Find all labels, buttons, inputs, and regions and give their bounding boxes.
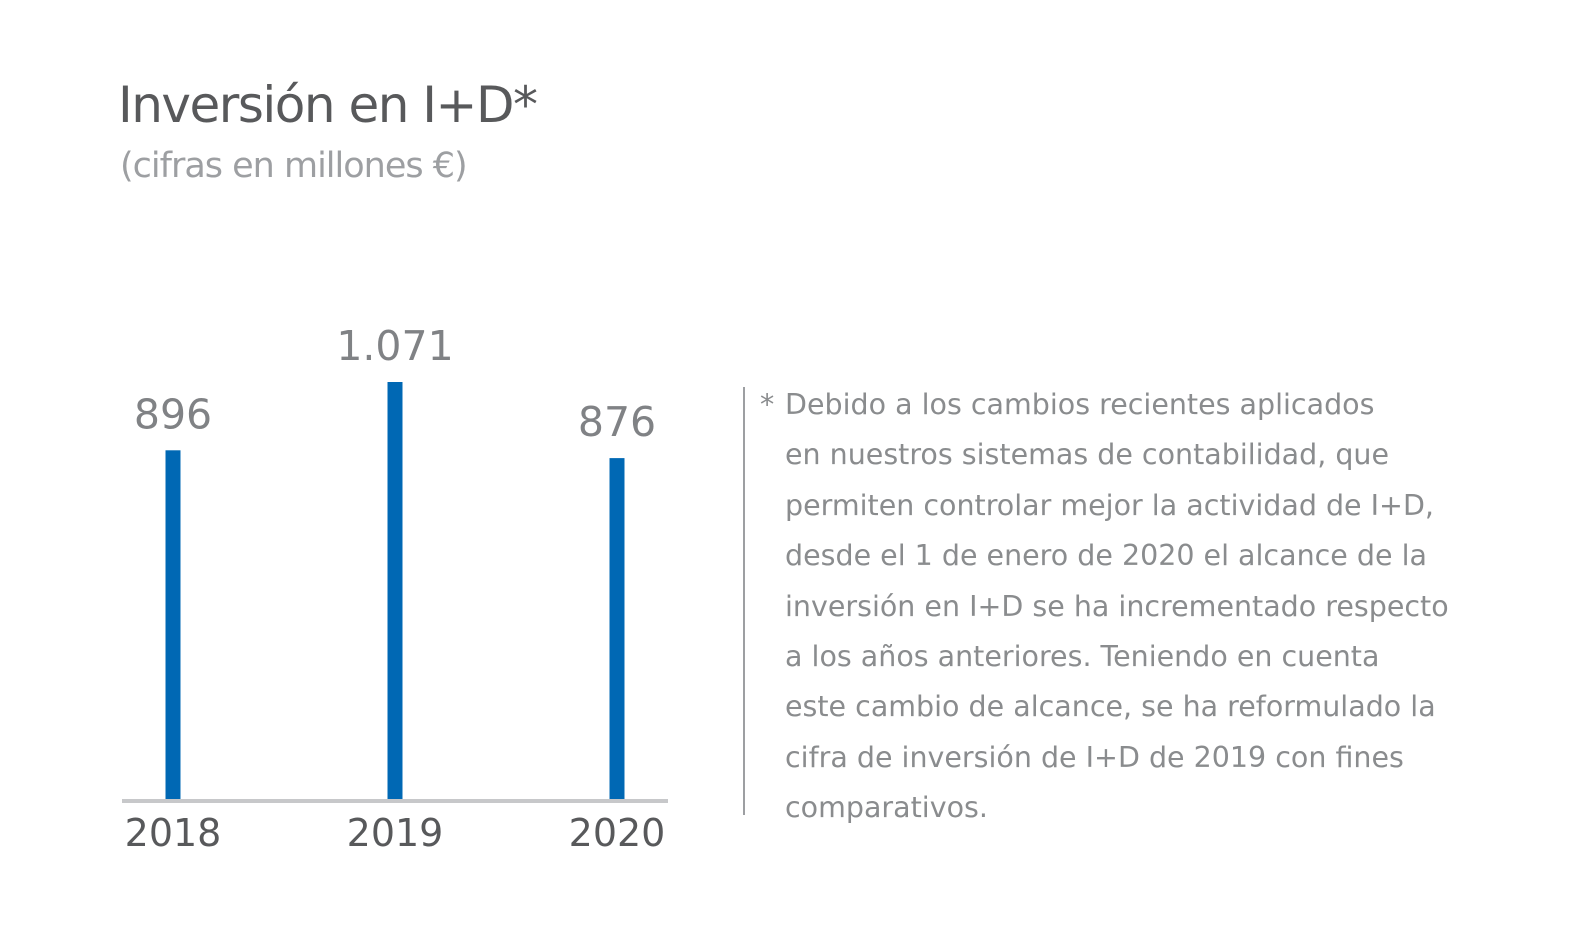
value-label: 1.071 — [336, 322, 453, 370]
category-label: 2019 — [347, 811, 444, 855]
footnote-divider — [743, 387, 745, 815]
chart-subtitle: (cifras en millones €) — [120, 146, 468, 186]
footnote-line: este cambio de alcance, se ha reformulad… — [785, 690, 1436, 724]
bar-chart: 896 2018 1.071 2019 876 2020 — [122, 322, 668, 855]
footnote-line: en nuestros sistemas de contabilidad, qu… — [785, 438, 1390, 472]
value-label: 876 — [578, 398, 656, 446]
x-axis-line — [122, 799, 668, 803]
footnote-line: permiten controlar mejor la actividad de… — [785, 488, 1434, 522]
footnote-marker: * — [760, 388, 775, 421]
category-label: 2020 — [569, 811, 666, 855]
category-label: 2018 — [125, 811, 222, 855]
chart-title: Inversión en I+D* — [118, 76, 538, 134]
bar-2018 — [165, 450, 181, 800]
bar-2019 — [387, 382, 403, 800]
footnote-line: Debido a los cambios recientes aplicados — [785, 388, 1375, 421]
footnote-line: comparativos. — [785, 791, 988, 825]
bar-2020 — [609, 458, 625, 800]
footnote-line: cifra de inversión de I+D de 2019 con fi… — [785, 740, 1404, 774]
footnote-line: a los años anteriores. Teniendo en cuent… — [785, 640, 1380, 674]
footnote: * Debido a los cambios recientes aplicad… — [760, 380, 1480, 834]
footnote-line: desde el 1 de enero de 2020 el alcance d… — [785, 539, 1427, 573]
value-label: 896 — [134, 390, 212, 438]
footnote-line: inversión en I+D se ha incrementado resp… — [785, 589, 1449, 623]
